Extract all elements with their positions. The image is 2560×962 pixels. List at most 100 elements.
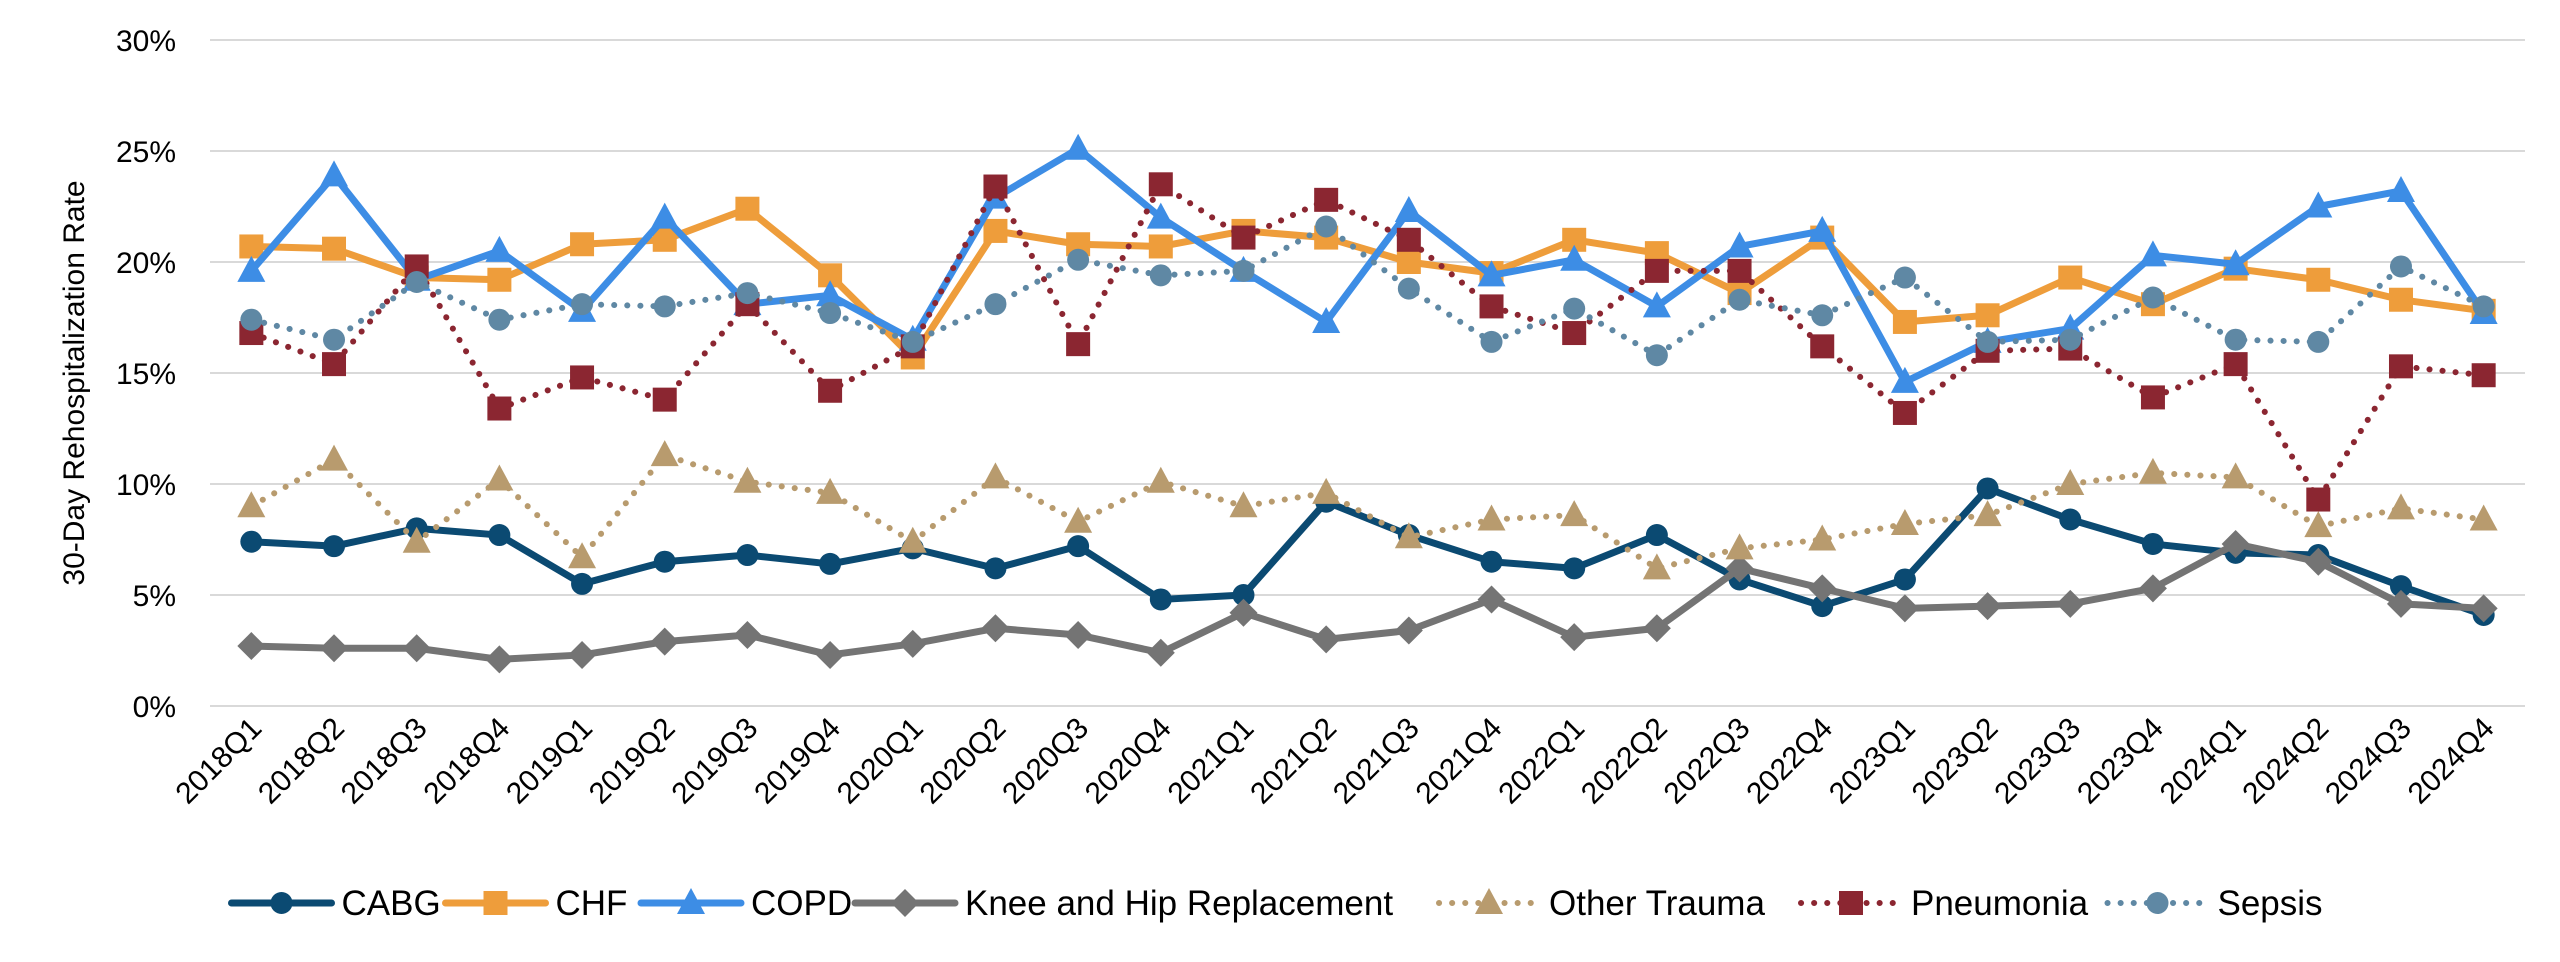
data-point-cabg xyxy=(2059,508,2082,531)
data-point-knee-and-hip-replacement xyxy=(650,627,679,656)
x-axis-ticks: 2018Q12018Q22018Q32018Q42019Q12019Q22019… xyxy=(169,712,2500,811)
data-point-other-trauma xyxy=(1064,506,1093,533)
data-point-other-trauma xyxy=(1725,533,1754,560)
x-tick-label: 2022Q3 xyxy=(1658,712,1757,811)
data-point-knee-and-hip-replacement xyxy=(1642,614,1671,643)
data-point-cabg xyxy=(1893,568,1916,591)
data-point-copd xyxy=(1642,291,1671,318)
data-point-sepsis xyxy=(1480,330,1503,353)
x-tick-label: 2018Q3 xyxy=(335,712,434,811)
data-point-copd xyxy=(2386,175,2415,202)
data-point-sepsis xyxy=(1232,259,1255,282)
x-tick-label: 2023Q1 xyxy=(1823,712,1922,811)
x-tick-label: 2024Q2 xyxy=(2236,712,2335,811)
data-point-knee-and-hip-replacement xyxy=(2469,594,2498,623)
legend-marker xyxy=(483,891,508,915)
data-point-knee-and-hip-replacement xyxy=(733,620,762,649)
data-point-pneumonia xyxy=(487,396,512,421)
legend-label: Other Trauma xyxy=(1549,884,1765,923)
data-point-copd xyxy=(2304,191,2333,218)
data-point-chf xyxy=(487,267,512,292)
data-point-chf xyxy=(2388,287,2413,312)
legend-label: Pneumonia xyxy=(1911,884,2089,923)
data-point-pneumonia xyxy=(1148,172,1173,197)
legend-item-copd: COPD xyxy=(637,884,852,923)
data-point-copd xyxy=(485,235,514,262)
legend-marker xyxy=(270,892,293,914)
data-point-chf xyxy=(570,232,595,257)
y-tick-label: 25% xyxy=(116,136,176,169)
data-point-sepsis xyxy=(653,295,676,318)
data-point-cabg xyxy=(1645,524,1668,547)
data-point-knee-and-hip-replacement xyxy=(1725,554,1754,583)
data-point-cabg xyxy=(240,530,263,553)
y-tick-label: 10% xyxy=(116,469,176,502)
legend-label: CHF xyxy=(556,884,628,923)
x-tick-label: 2021Q2 xyxy=(1244,712,1343,811)
series-pneumonia xyxy=(239,172,2496,512)
data-point-sepsis xyxy=(901,330,924,353)
data-point-sepsis xyxy=(1645,344,1668,367)
data-point-chf xyxy=(1975,303,2000,328)
data-point-pneumonia xyxy=(2223,352,2248,377)
x-tick-label: 2022Q1 xyxy=(1492,712,1591,811)
data-point-chf xyxy=(322,236,347,261)
data-point-pneumonia xyxy=(2306,487,2331,512)
data-point-other-trauma xyxy=(650,440,679,467)
x-tick-label: 2020Q4 xyxy=(1079,712,1178,811)
x-tick-label: 2023Q3 xyxy=(1988,712,2087,811)
x-tick-label: 2022Q2 xyxy=(1575,712,1674,811)
y-axis-title: 30-Day Rehospitalization Rate xyxy=(58,180,91,585)
data-point-pneumonia xyxy=(1231,225,1256,250)
data-point-knee-and-hip-replacement xyxy=(2304,547,2333,576)
series-other-trauma xyxy=(237,440,2498,580)
data-point-sepsis xyxy=(1976,330,1999,353)
data-point-knee-and-hip-replacement xyxy=(1146,638,1175,667)
data-point-knee-and-hip-replacement xyxy=(2386,589,2415,618)
data-point-cabg xyxy=(1067,535,1090,558)
data-point-other-trauma xyxy=(2386,493,2415,520)
data-point-sepsis xyxy=(819,302,842,325)
x-tick-label: 2020Q2 xyxy=(914,712,1013,811)
data-point-knee-and-hip-replacement xyxy=(1312,625,1341,654)
data-point-pneumonia xyxy=(2471,363,2496,388)
data-point-sepsis xyxy=(571,293,594,316)
x-tick-label: 2021Q4 xyxy=(1410,712,1509,811)
x-tick-label: 2019Q1 xyxy=(500,712,599,811)
series-chf xyxy=(239,196,2496,370)
legend-item-pneumonia: Pneumonia xyxy=(1798,884,2089,923)
x-tick-label: 2018Q2 xyxy=(252,712,351,811)
data-point-sepsis xyxy=(1563,297,1586,320)
data-point-sepsis xyxy=(1149,264,1172,287)
x-tick-label: 2019Q2 xyxy=(583,712,682,811)
x-tick-label: 2021Q3 xyxy=(1327,712,1426,811)
y-tick-label: 15% xyxy=(116,358,176,391)
series-lines xyxy=(237,133,2498,674)
data-point-knee-and-hip-replacement xyxy=(1808,574,1837,603)
data-point-other-trauma xyxy=(816,477,845,504)
data-point-copd xyxy=(1477,260,1506,287)
data-point-cabg xyxy=(984,557,1007,580)
data-point-sepsis xyxy=(1315,215,1338,238)
data-point-pneumonia xyxy=(1810,334,1835,359)
data-point-other-trauma xyxy=(2056,469,2085,495)
data-point-copd xyxy=(1808,215,1837,242)
series-line-chf xyxy=(247,205,2488,361)
data-point-other-trauma xyxy=(320,444,349,471)
data-point-pneumonia xyxy=(322,352,347,377)
data-point-pneumonia xyxy=(2388,354,2413,379)
data-point-pneumonia xyxy=(1479,294,1504,319)
data-point-chf xyxy=(983,218,1008,243)
x-tick-label: 2019Q3 xyxy=(666,712,765,811)
data-point-sepsis xyxy=(2141,286,2164,309)
data-point-pneumonia xyxy=(1727,258,1752,283)
legend-label: CABG xyxy=(342,884,441,923)
x-tick-label: 2023Q2 xyxy=(1906,712,2005,811)
data-point-other-trauma xyxy=(1642,553,1671,580)
series-line-cabg xyxy=(247,484,2488,619)
x-tick-label: 2024Q3 xyxy=(2319,712,2418,811)
data-point-knee-and-hip-replacement xyxy=(2221,529,2250,558)
x-tick-label: 2023Q4 xyxy=(2071,712,2170,811)
x-tick-label: 2018Q1 xyxy=(169,712,268,811)
data-point-copd xyxy=(320,160,349,187)
